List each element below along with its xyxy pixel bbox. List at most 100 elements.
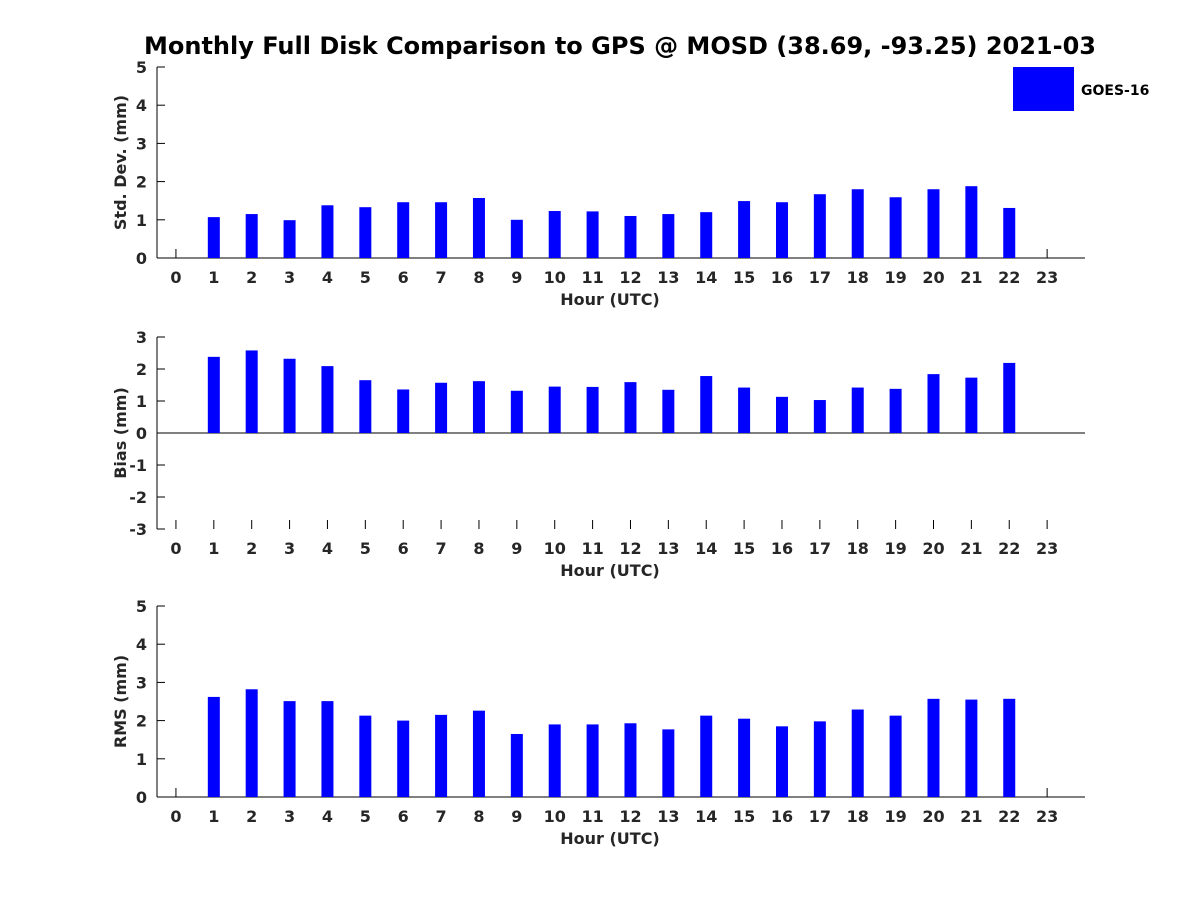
legend: GOES-16	[1013, 67, 1149, 111]
x-tick-label: 5	[360, 807, 371, 826]
bar-hour-3	[283, 701, 296, 797]
x-tick-label: 16	[771, 268, 793, 287]
x-tick-label: 21	[960, 539, 982, 558]
bar-hour-1	[207, 696, 220, 797]
bar-hour-19	[889, 388, 902, 433]
bar-hour-21	[965, 699, 978, 797]
bar-hour-22	[1003, 207, 1016, 258]
y-axis-label: Std. Dev. (mm)	[111, 95, 130, 230]
x-tick-label: 1	[208, 539, 219, 558]
x-tick-label: 19	[884, 539, 906, 558]
x-tick-label: 14	[695, 807, 717, 826]
y-tick-label: 2	[136, 173, 147, 192]
x-tick-label: 5	[360, 268, 371, 287]
x-tick-label: 20	[922, 268, 944, 287]
x-tick-label: 15	[733, 539, 755, 558]
bar-hour-2	[245, 689, 258, 797]
bar-hour-8	[472, 710, 485, 797]
x-tick-label: 6	[398, 807, 409, 826]
bar-hour-9	[510, 390, 523, 433]
bar-hour-14	[700, 715, 713, 797]
bar-hour-17	[813, 721, 826, 797]
x-tick-label: 0	[170, 807, 181, 826]
x-tick-label: 4	[322, 807, 333, 826]
x-tick-label: 20	[922, 807, 944, 826]
bar-hour-17	[813, 194, 826, 258]
x-tick-label: 15	[733, 268, 755, 287]
bar-hour-6	[397, 202, 410, 258]
bar-hour-6	[397, 720, 410, 797]
x-axis-label: Hour (UTC)	[560, 561, 660, 580]
x-tick-label: 23	[1036, 268, 1058, 287]
x-tick-label: 10	[544, 268, 566, 287]
bar-hour-17	[813, 400, 826, 433]
bar-hour-10	[548, 724, 561, 797]
bar-hour-19	[889, 715, 902, 797]
bar-hour-4	[321, 366, 334, 433]
y-tick-label: 3	[136, 134, 147, 153]
x-axis-label: Hour (UTC)	[560, 829, 660, 848]
x-axis-label: Hour (UTC)	[560, 290, 660, 309]
bar-hour-12	[624, 382, 637, 433]
x-tick-label: 18	[847, 268, 869, 287]
y-tick-label: -1	[129, 456, 147, 475]
bar-hour-13	[662, 389, 675, 433]
x-tick-label: 13	[657, 539, 679, 558]
y-axis-label: RMS (mm)	[111, 655, 130, 748]
x-tick-label: 20	[922, 539, 944, 558]
bar-hour-7	[435, 202, 448, 258]
bar-hour-19	[889, 197, 902, 258]
bar-hour-21	[965, 377, 978, 433]
x-tick-label: 2	[246, 539, 257, 558]
y-tick-label: 3	[136, 673, 147, 692]
bar-hour-5	[359, 207, 372, 258]
bar-hour-11	[586, 386, 599, 433]
bar-hour-1	[207, 356, 220, 433]
x-tick-label: 16	[771, 807, 793, 826]
x-tick-label: 16	[771, 539, 793, 558]
legend-label: GOES-16	[1081, 83, 1149, 99]
bar-hour-12	[624, 215, 637, 258]
bar-hour-9	[510, 219, 523, 258]
x-tick-label: 12	[619, 268, 641, 287]
bar-hour-8	[472, 198, 485, 258]
bar-hour-18	[851, 189, 864, 258]
x-tick-label: 18	[847, 539, 869, 558]
x-tick-label: 2	[246, 268, 257, 287]
bar-hour-13	[662, 214, 675, 258]
bar-hour-22	[1003, 362, 1016, 433]
y-tick-label: 2	[136, 712, 147, 731]
bar-hour-16	[775, 396, 788, 433]
x-tick-label: 11	[581, 539, 603, 558]
x-tick-label: 9	[511, 268, 522, 287]
x-tick-label: 10	[544, 807, 566, 826]
bar-hour-1	[207, 217, 220, 258]
bar-hour-20	[927, 374, 940, 433]
x-tick-label: 23	[1036, 807, 1058, 826]
x-tick-label: 7	[436, 539, 447, 558]
bar-hour-11	[586, 724, 599, 797]
x-tick-label: 6	[398, 539, 409, 558]
bar-hour-14	[700, 376, 713, 433]
x-tick-label: 3	[284, 807, 295, 826]
x-tick-label: 19	[884, 807, 906, 826]
x-tick-label: 22	[998, 539, 1020, 558]
x-tick-label: 5	[360, 539, 371, 558]
x-tick-label: 21	[960, 807, 982, 826]
y-axis-label: Bias (mm)	[111, 387, 130, 479]
y-tick-label: -3	[129, 520, 147, 539]
x-tick-label: 11	[581, 268, 603, 287]
bar-hour-13	[662, 729, 675, 797]
bar-hour-10	[548, 211, 561, 258]
bar-hour-9	[510, 733, 523, 797]
x-tick-label: 13	[657, 268, 679, 287]
y-tick-label: 0	[136, 249, 147, 268]
x-tick-label: 0	[170, 539, 181, 558]
x-tick-label: 10	[544, 539, 566, 558]
bar-hour-10	[548, 386, 561, 433]
x-tick-label: 6	[398, 268, 409, 287]
bar-hour-15	[738, 201, 751, 258]
x-tick-label: 9	[511, 807, 522, 826]
